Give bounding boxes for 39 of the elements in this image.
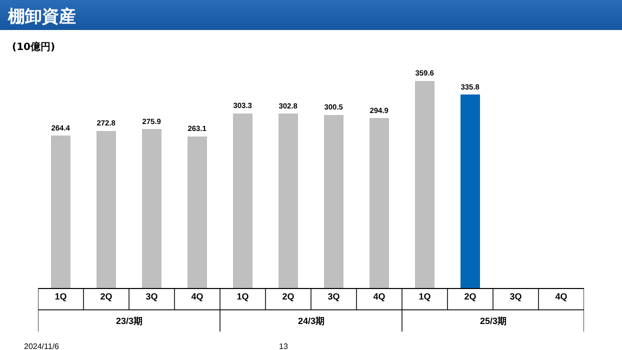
text: 2024/11/6	[24, 342, 60, 350]
x-tick-label: 2Q	[100, 292, 112, 302]
chart-subtitle: (10億円)	[12, 40, 56, 54]
bar	[233, 113, 252, 288]
bar	[51, 136, 70, 288]
x-tick-label: 1Q	[54, 292, 67, 302]
bar	[96, 130, 116, 288]
data-label: 359.6	[415, 68, 434, 78]
x-tick-label: 3Q	[510, 292, 522, 302]
x-tick-label: 2Q	[282, 292, 294, 302]
bar	[415, 80, 434, 288]
x-tick-label: 3Q	[146, 292, 158, 302]
data-label: 275.9	[142, 116, 161, 126]
x-tick-label: 4Q	[191, 292, 204, 302]
bar	[370, 118, 389, 288]
x-tick-label: 4Q	[555, 292, 568, 302]
x-tick-label: 3Q	[328, 292, 340, 302]
x-tick-label: 1Q	[418, 292, 431, 302]
data-label: 264.4	[51, 123, 71, 132]
bar	[142, 129, 162, 288]
bar	[188, 136, 207, 288]
bar	[278, 114, 298, 288]
data-label: 294.9	[370, 106, 388, 115]
data-label: 303.3	[233, 101, 252, 110]
data-label: 272.8	[96, 118, 116, 128]
chart-title: 棚卸資産	[8, 6, 76, 28]
bar	[324, 114, 344, 288]
x-tick-label: 1Q	[236, 292, 249, 302]
text: 23/3期	[116, 316, 143, 326]
text: 25/3期	[480, 316, 507, 326]
text: 24/3期	[298, 316, 325, 326]
text: 13	[279, 342, 288, 350]
bar	[460, 94, 480, 288]
data-label: 263.1	[188, 124, 206, 134]
x-tick-label: 2Q	[464, 292, 476, 302]
data-label: 302.8	[278, 101, 298, 110]
x-tick-label: 4Q	[373, 292, 386, 302]
data-label: 300.5	[324, 102, 343, 112]
data-label: 335.8	[460, 82, 480, 92]
